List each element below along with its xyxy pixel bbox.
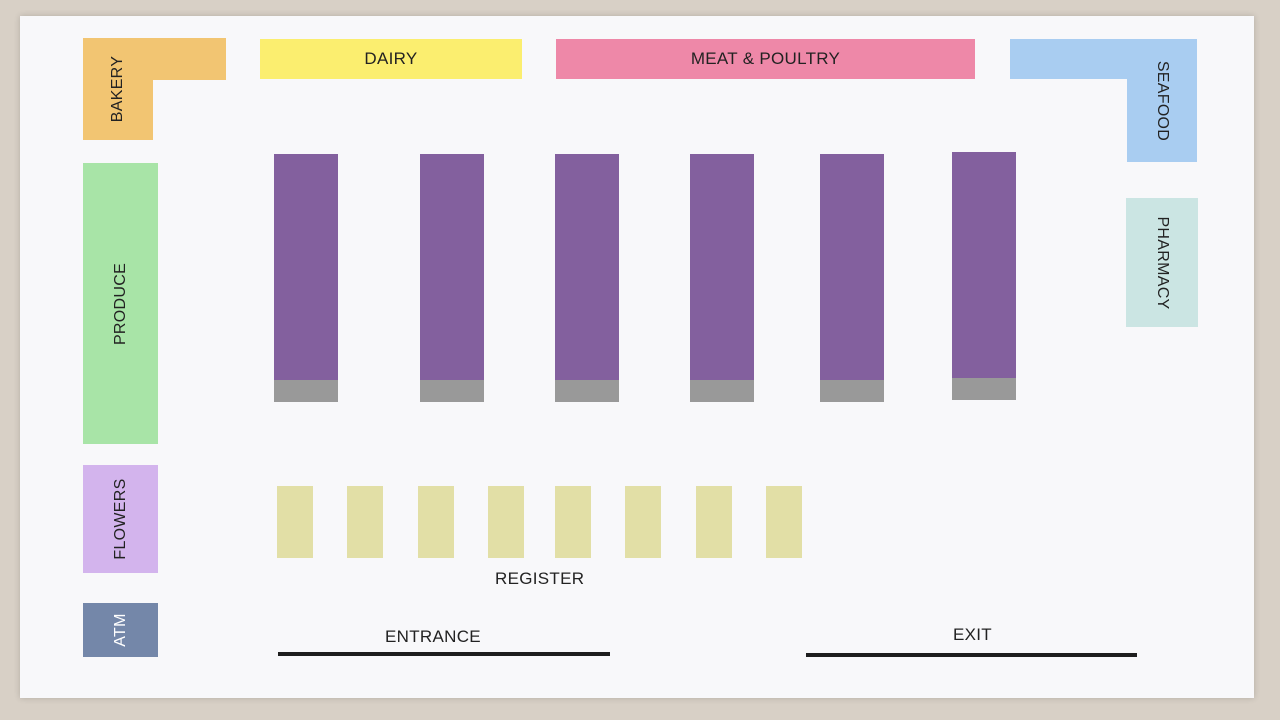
register-2 (347, 486, 383, 558)
aisle-5-endcap (820, 380, 884, 402)
aisle-4 (690, 154, 754, 380)
aisle-2 (420, 154, 484, 380)
register-3 (418, 486, 454, 558)
pharmacy-section: PHARMACY (1126, 198, 1198, 327)
aisle-4-endcap (690, 380, 754, 402)
seafood-section-top (1010, 39, 1127, 79)
aisle-6-endcap (952, 378, 1016, 400)
register-5 (555, 486, 591, 558)
aisle-3 (555, 154, 619, 380)
exit-label: EXIT (953, 625, 992, 644)
bakery-section: BAKERY (83, 38, 153, 140)
aisle-3-endcap (555, 380, 619, 402)
produce-label: PRODUCE (111, 262, 129, 345)
seafood-section: SEAFOOD (1127, 39, 1197, 162)
aisle-1-endcap (274, 380, 338, 402)
flowers-section: FLOWERS (83, 465, 158, 573)
store-map: BAKERY DAIRY MEAT & POULTRY SEAFOOD PHAR… (20, 16, 1254, 698)
atm-section: ATM (83, 603, 158, 657)
dairy-section: DAIRY (260, 39, 522, 79)
bakery-section-top (153, 38, 226, 80)
register-4 (488, 486, 524, 558)
register-6 (625, 486, 661, 558)
entrance-label: ENTRANCE (385, 627, 481, 646)
aisle-1 (274, 154, 338, 380)
flowers-label: FLOWERS (111, 478, 129, 560)
meat-poultry-section: MEAT & POULTRY (556, 39, 975, 79)
meat-poultry-label: MEAT & POULTRY (690, 49, 841, 68)
pharmacy-label: PHARMACY (1154, 215, 1171, 310)
aisle-5 (820, 154, 884, 380)
register-label: REGISTER (495, 569, 585, 588)
bakery-label: BAKERY (109, 55, 126, 123)
register-8 (766, 486, 802, 558)
seafood-label: SEAFOOD (1154, 60, 1171, 141)
produce-section: PRODUCE (83, 163, 158, 444)
register-7 (696, 486, 732, 558)
exit-line (806, 653, 1137, 657)
aisle-6 (952, 152, 1016, 378)
aisle-2-endcap (420, 380, 484, 402)
entrance-line (278, 652, 610, 656)
dairy-label: DAIRY (364, 49, 418, 68)
register-1 (277, 486, 313, 558)
atm-label: ATM (111, 613, 129, 647)
